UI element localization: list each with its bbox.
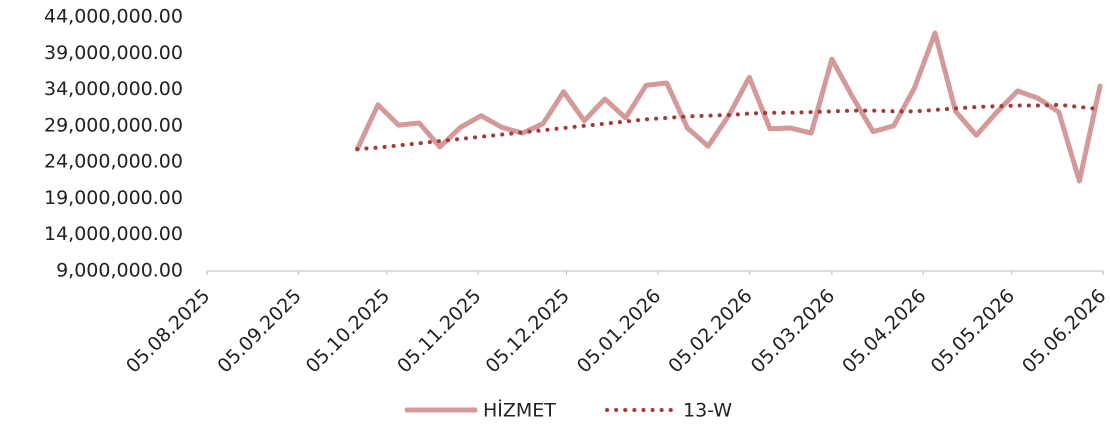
legend-label: 13-W — [683, 400, 732, 422]
x-tick-label: 05.06.2026 — [1018, 285, 1110, 377]
y-tick-label: 34,000,000.00 — [44, 78, 183, 100]
x-tick-label: 05.04.2026 — [838, 285, 930, 377]
y-tick-label: 29,000,000.00 — [44, 114, 183, 136]
x-tick-label: 05.08.2025 — [122, 285, 214, 377]
x-tick-label: 05.03.2026 — [747, 285, 839, 377]
legend-label: HİZMET — [483, 399, 556, 422]
y-tick-label: 19,000,000.00 — [44, 187, 183, 209]
x-tick-label: 05.02.2026 — [664, 285, 756, 377]
y-tick-label: 14,000,000.00 — [44, 223, 183, 245]
x-tick-label: 05.01.2026 — [573, 285, 665, 377]
x-tick-label: 05.09.2025 — [213, 285, 305, 377]
series-line — [355, 102, 1103, 152]
y-tick-label: 24,000,000.00 — [44, 151, 183, 173]
x-tick-label: 05.12.2025 — [482, 285, 574, 377]
x-tick-label: 05.05.2026 — [927, 285, 1019, 377]
y-tick-label: 39,000,000.00 — [44, 42, 183, 64]
y-tick-label: 44,000,000.00 — [44, 6, 183, 28]
series-line — [354, 30, 1103, 184]
y-tick-label: 9,000,000.00 — [56, 260, 183, 282]
x-tick-label: 05.11.2025 — [393, 285, 485, 377]
x-tick-label: 05.10.2025 — [302, 285, 394, 377]
